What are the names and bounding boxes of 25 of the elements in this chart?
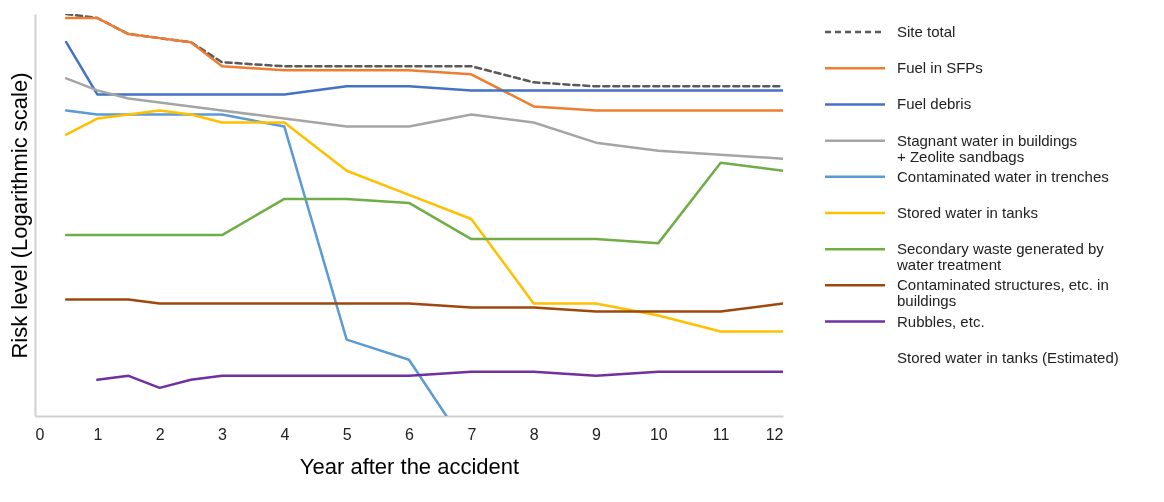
legend-label: Contaminated structures, etc. in buildings (897, 276, 1109, 310)
legend-label: Stored water in tanks (897, 203, 1038, 221)
text: Stored water in tanks (Estimated) (897, 348, 1119, 366)
x-tick-label: 2 (155, 425, 165, 443)
legend-label: Rubbles, etc. (897, 312, 985, 330)
x-tick-label: 11 (712, 425, 730, 443)
x-tick-label: 4 (280, 425, 290, 443)
x-tick-label: 5 (342, 425, 352, 443)
x-tick-label: 7 (467, 425, 477, 443)
x-tick-label: 0 (35, 425, 45, 443)
x-axis-title: Year after the accident (299, 453, 520, 479)
x-tick-label: 8 (529, 425, 539, 443)
legend-label: Fuel in SFPs (897, 59, 983, 77)
legend-label: Stagnant water in buildings + Zeolite sandbags (897, 131, 1078, 165)
legend-label: Site total (897, 23, 956, 41)
x-tick-label: 12 (765, 425, 784, 443)
x-tick-label: 3 (218, 425, 228, 443)
legend-label: Contaminated water in trenches (897, 167, 1109, 185)
x-tick-label: 6 (405, 425, 415, 443)
x-tick-label: 10 (649, 425, 668, 443)
legend-label: Secondary waste generated by water treatment (896, 240, 1105, 274)
x-tick-label: 1 (93, 425, 103, 443)
x-tick-label: 9 (592, 425, 602, 443)
y-axis-title: Risk level (Logarithmic scale) (6, 72, 32, 359)
legend-label: Fuel debris (897, 95, 972, 113)
